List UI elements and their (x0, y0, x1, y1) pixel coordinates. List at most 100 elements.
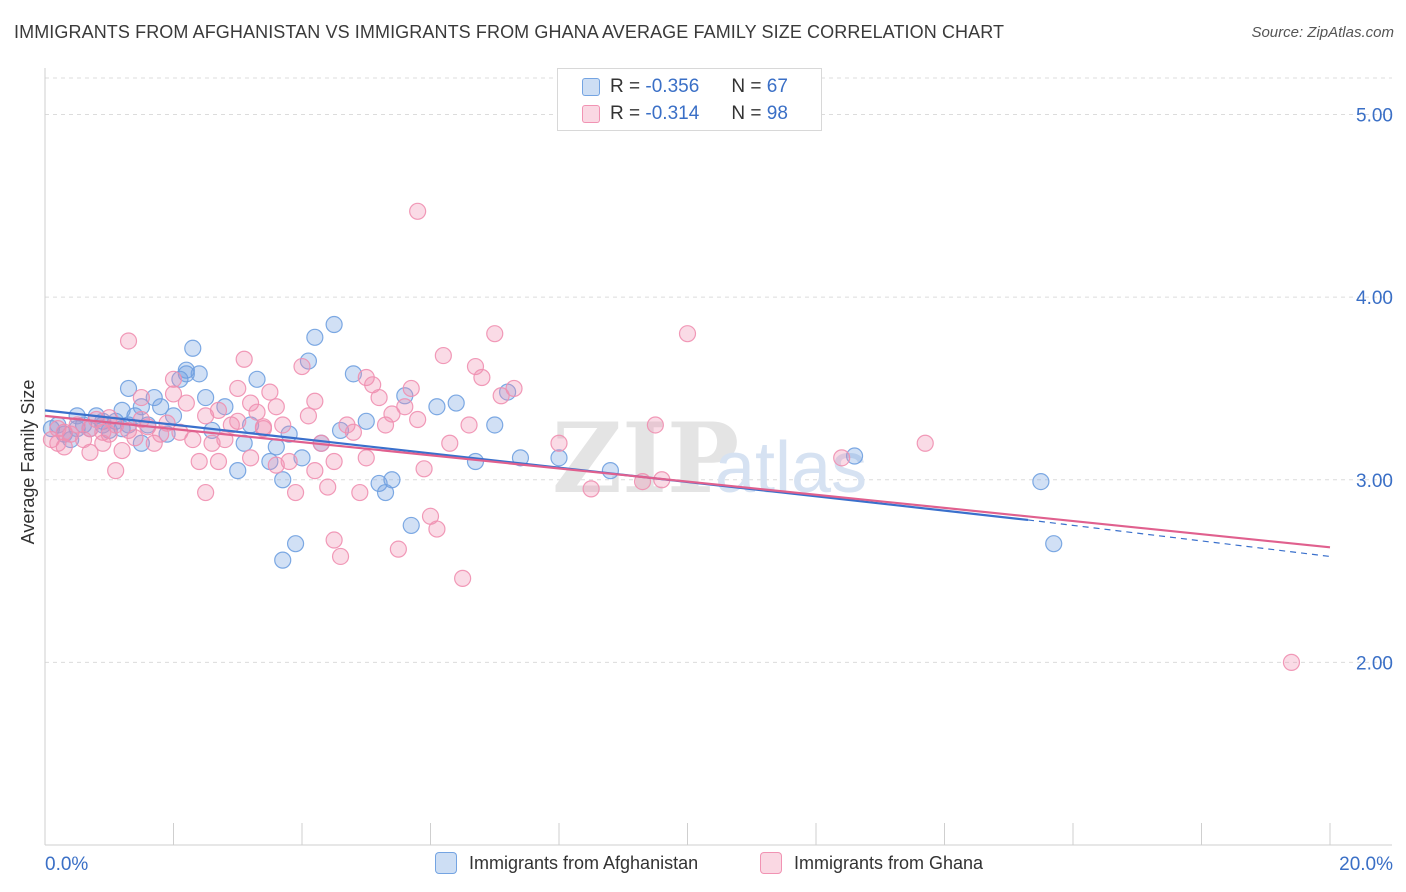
legend-swatch-ghana (582, 105, 600, 123)
data-point (81, 443, 99, 461)
chart-title: IMMIGRANTS FROM AFGHANISTAN VS IMMIGRANT… (14, 22, 1005, 42)
data-point (845, 447, 864, 465)
data-point (582, 480, 600, 498)
data-point (248, 370, 266, 388)
data-point (177, 394, 195, 412)
data-point (299, 407, 318, 425)
data-point (415, 460, 433, 478)
data-point (126, 429, 144, 447)
y-tick-label: 3.00 (1356, 471, 1393, 492)
data-point (209, 452, 228, 471)
tick-labels: 2.00 3.00 4.00 5.00 0.0% 20.0% Average Family … (18, 106, 1393, 875)
data-point (402, 516, 420, 535)
legend-row-afghanistan: R = -0.356 N = 67 (582, 75, 788, 99)
data-point (293, 449, 311, 467)
data-point (209, 401, 228, 419)
data-point (351, 483, 369, 502)
data-point (267, 456, 285, 474)
data-point (306, 328, 324, 346)
data-point (550, 449, 568, 467)
data-point (325, 452, 343, 471)
legend-r-label: R = (610, 103, 641, 124)
data-point (229, 379, 247, 398)
data-point (68, 416, 86, 434)
data-point (370, 388, 388, 407)
data-point (428, 398, 446, 416)
data-point (357, 449, 375, 467)
series-legend-label: Immigrants from Ghana (794, 852, 984, 873)
series-points-1 (42, 202, 1301, 671)
data-point (286, 535, 305, 553)
data-point (492, 387, 510, 405)
data-point (55, 423, 73, 441)
data-point (229, 412, 247, 430)
data-point (164, 385, 183, 403)
y-axis-label: Average Family Size (18, 380, 38, 545)
data-point (550, 434, 568, 452)
data-point (274, 416, 292, 434)
data-point (601, 462, 620, 480)
data-point (460, 416, 478, 434)
data-point (119, 332, 138, 350)
trend-line-1 (44, 414, 1331, 549)
data-point (184, 430, 202, 449)
data-point (107, 462, 125, 480)
correlation-legend: R = -0.356 N = 67 R = -0.314 N = 98 (557, 68, 822, 131)
data-point (267, 398, 285, 416)
data-point (235, 350, 253, 368)
data-point (119, 379, 138, 398)
data-point (454, 569, 472, 587)
data-point (409, 202, 427, 220)
legend-swatch-afghanistan (582, 78, 600, 96)
data-point (248, 403, 266, 421)
y-tick-label: 2.00 (1356, 653, 1393, 674)
data-point (916, 434, 934, 452)
data-point (177, 365, 195, 383)
data-point (428, 520, 446, 538)
x-tick-label-min: 0.0% (45, 854, 88, 875)
data-point (409, 410, 427, 429)
data-point (646, 416, 664, 434)
data-point (113, 441, 131, 460)
data-point (203, 434, 221, 452)
data-point (383, 405, 401, 423)
data-point (229, 462, 247, 480)
data-point (1032, 472, 1050, 491)
data-point (132, 398, 150, 416)
legend-n-label: N = (731, 103, 762, 124)
data-point (242, 449, 260, 467)
watermark-zip: ZIP (552, 402, 739, 515)
data-point (145, 388, 163, 407)
data-point (293, 357, 311, 376)
data-point (62, 425, 80, 443)
data-point (678, 325, 697, 343)
legend-r-value: -0.356 (645, 76, 700, 97)
legend-n-value: 67 (766, 76, 788, 97)
data-point (833, 449, 851, 467)
data-point (145, 434, 163, 452)
data-point (325, 531, 343, 549)
data-point (190, 365, 208, 383)
x-tick-label-max: 20.0% (1339, 854, 1393, 875)
data-point (242, 394, 260, 412)
data-point (280, 452, 298, 471)
data-point (267, 438, 285, 456)
data-point (1045, 535, 1063, 553)
data-point (152, 425, 170, 443)
legend-r-value: -0.314 (645, 103, 700, 124)
data-point (486, 325, 504, 343)
grid-lines (45, 77, 1392, 663)
data-point (49, 434, 67, 452)
data-point (197, 483, 215, 502)
data-point (197, 388, 215, 407)
series-swatch-ghana (760, 852, 782, 874)
data-point (486, 416, 504, 434)
y-tick-label: 5.00 (1356, 106, 1393, 127)
data-point (344, 423, 362, 441)
y-tick-label: 4.00 (1356, 288, 1393, 309)
series-legend: Immigrants from Afghanistan Immigrants f… (0, 852, 1406, 878)
legend-r-label: R = (610, 76, 641, 97)
data-point (306, 462, 324, 480)
